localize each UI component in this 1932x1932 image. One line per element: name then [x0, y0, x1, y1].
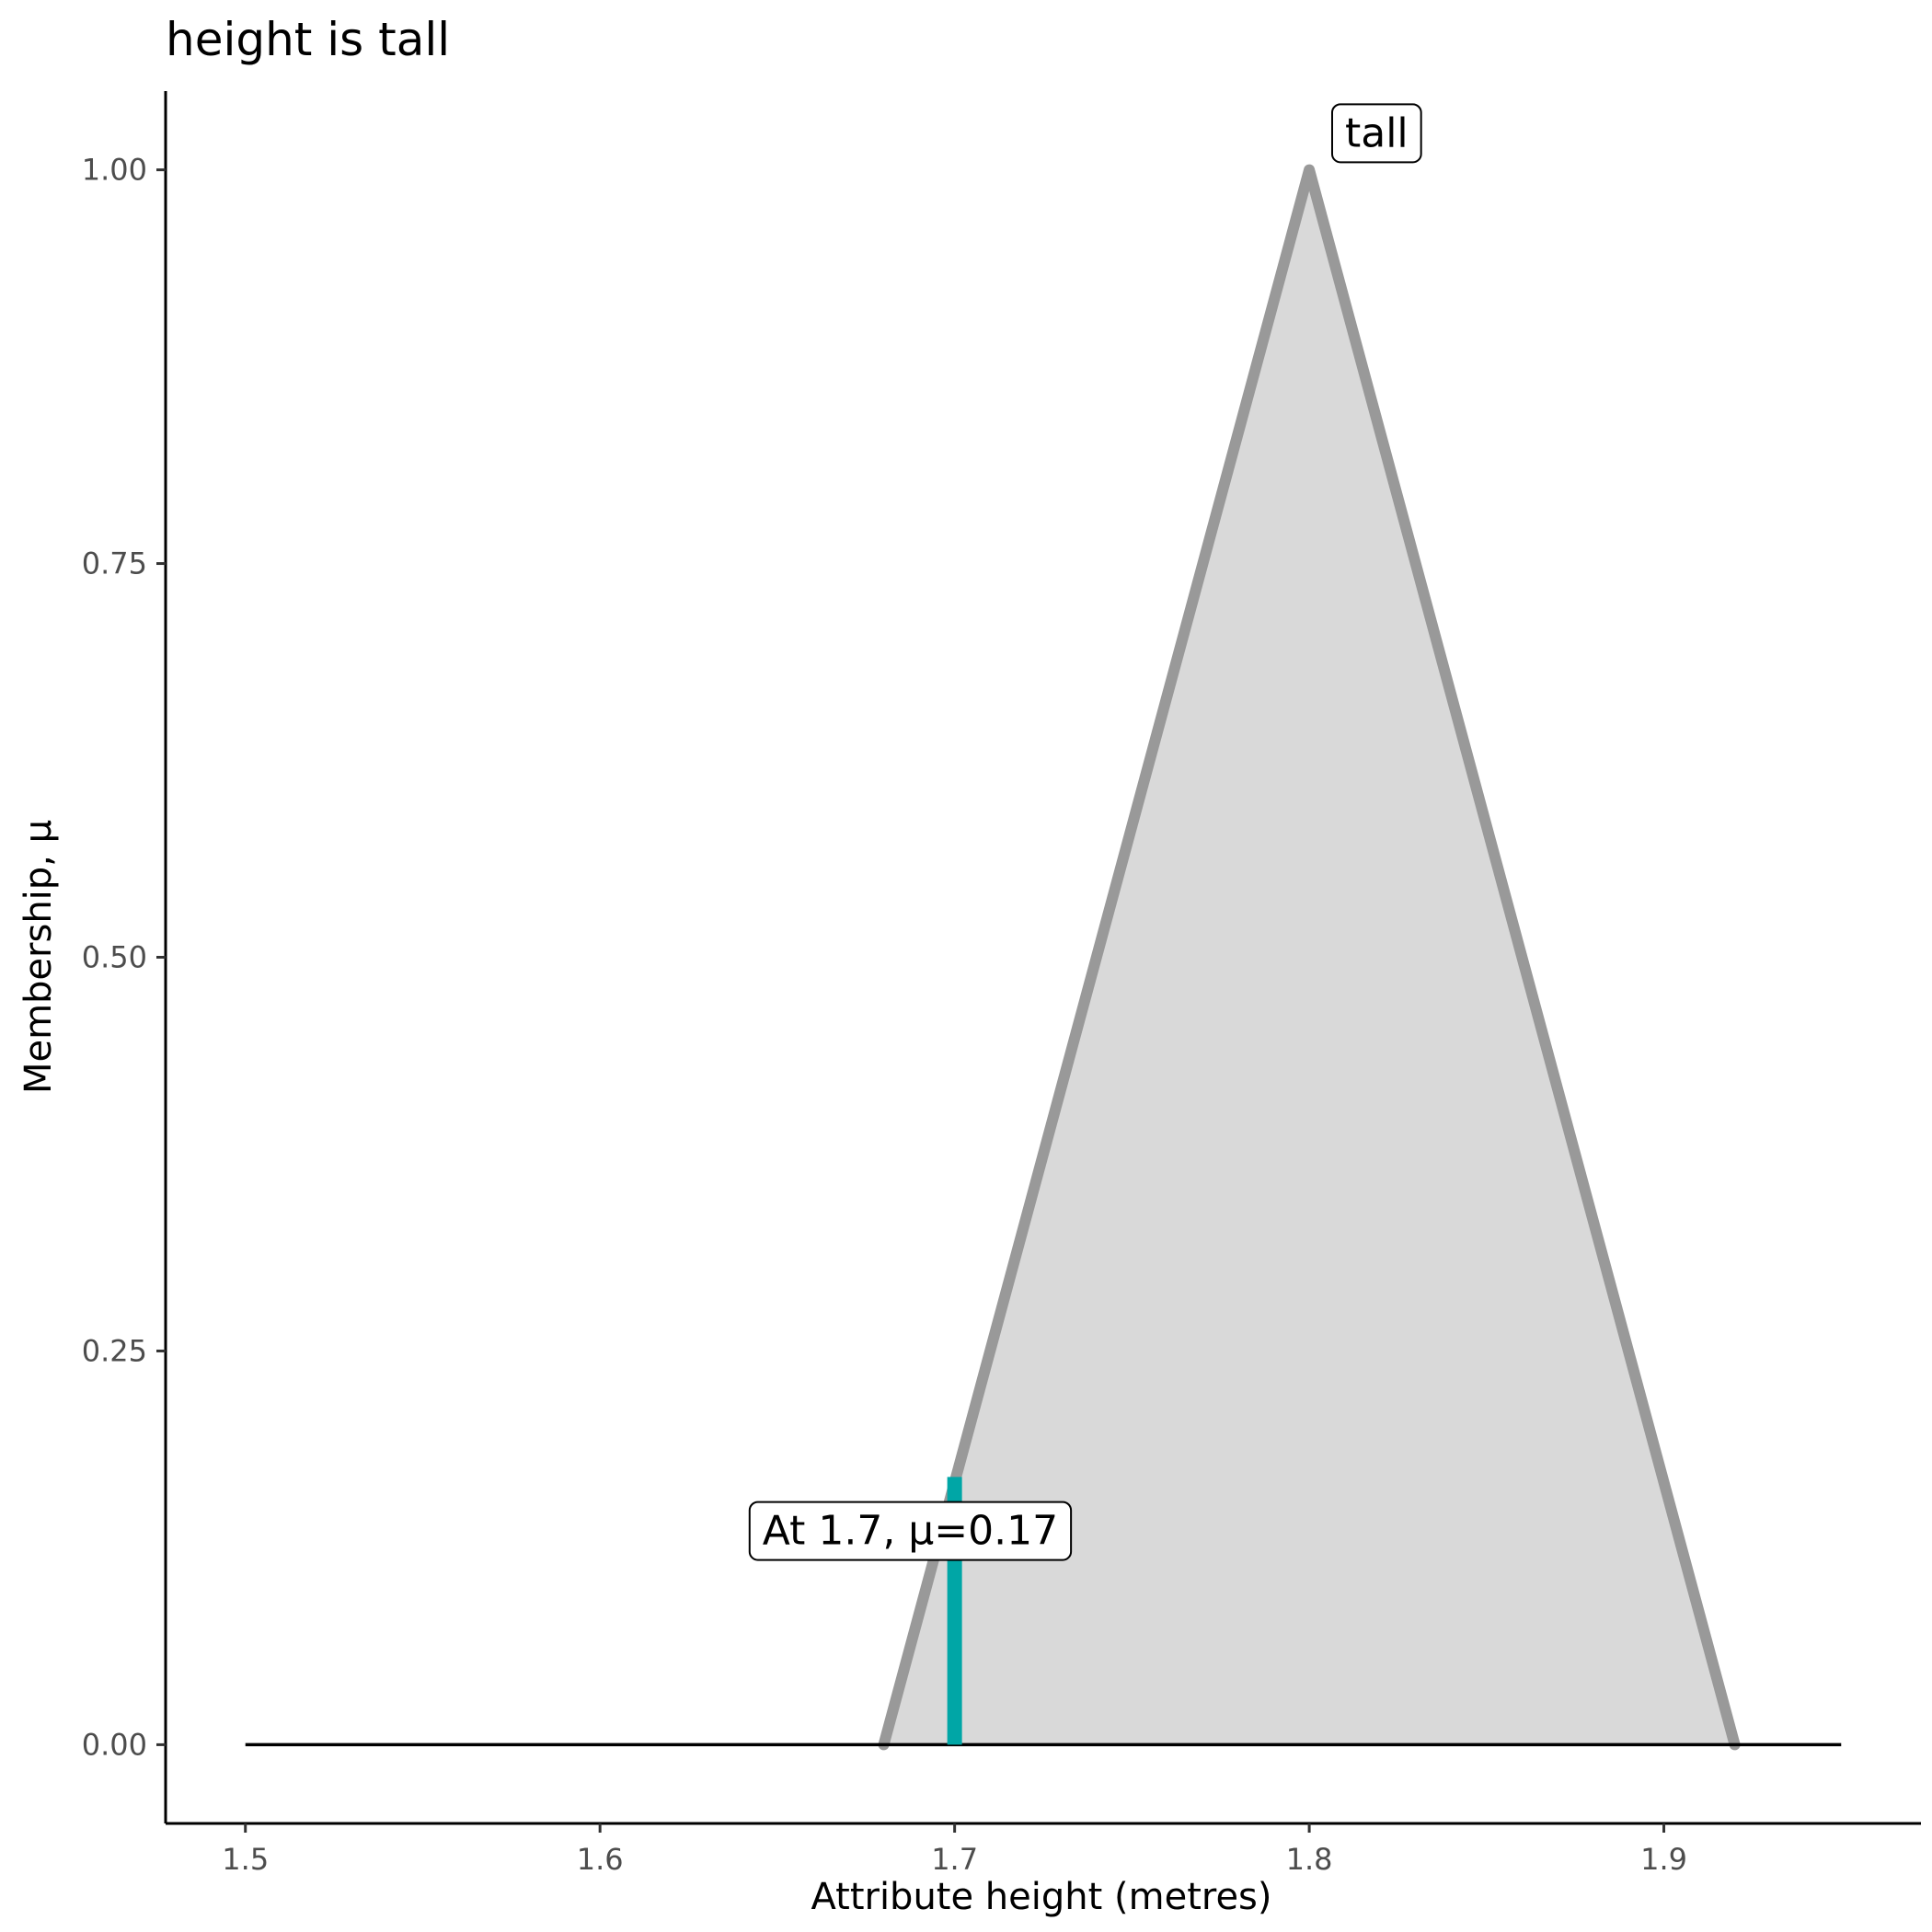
chart-title: height is tall [166, 13, 450, 66]
annotation-text: At 1.7, μ=0.17 [763, 1508, 1058, 1555]
y-tick-label: 1.00 [82, 153, 147, 188]
plot-area [245, 164, 1842, 1751]
y-tick-label: 0.50 [82, 940, 147, 975]
x-tick-label: 1.9 [1640, 1842, 1687, 1877]
annotation-box [1330, 103, 1422, 164]
annotation-box [748, 1501, 1073, 1561]
annotation-value-label: At 1.7, μ=0.17 [748, 1501, 1073, 1561]
annotation-tall-label: tall [1330, 103, 1422, 164]
y-axis: 0.00 0.25 0.50 0.75 1.00 [82, 91, 167, 1823]
annotation-text: tall [1345, 109, 1409, 156]
series-line-tall [878, 164, 1741, 1751]
annotations: tall At 1.7, μ=0.17 [748, 103, 1422, 1561]
y-tick-label: 0.25 [82, 1333, 147, 1368]
y-axis-title: Membership, μ [17, 820, 60, 1094]
y-tick-label: 0.00 [82, 1727, 147, 1762]
y-tick-label: 0.75 [82, 546, 147, 581]
x-axis-title: Attribute height (metres) [811, 1876, 1271, 1918]
x-tick-label: 1.7 [931, 1842, 978, 1877]
series-area-tall [883, 169, 1735, 1745]
x-axis: 1.5 1.6 1.7 1.8 1.9 [166, 1822, 1921, 1877]
x-tick-label: 1.6 [577, 1842, 624, 1877]
x-tick-label: 1.8 [1286, 1842, 1333, 1877]
x-tick-label: 1.5 [222, 1842, 269, 1877]
